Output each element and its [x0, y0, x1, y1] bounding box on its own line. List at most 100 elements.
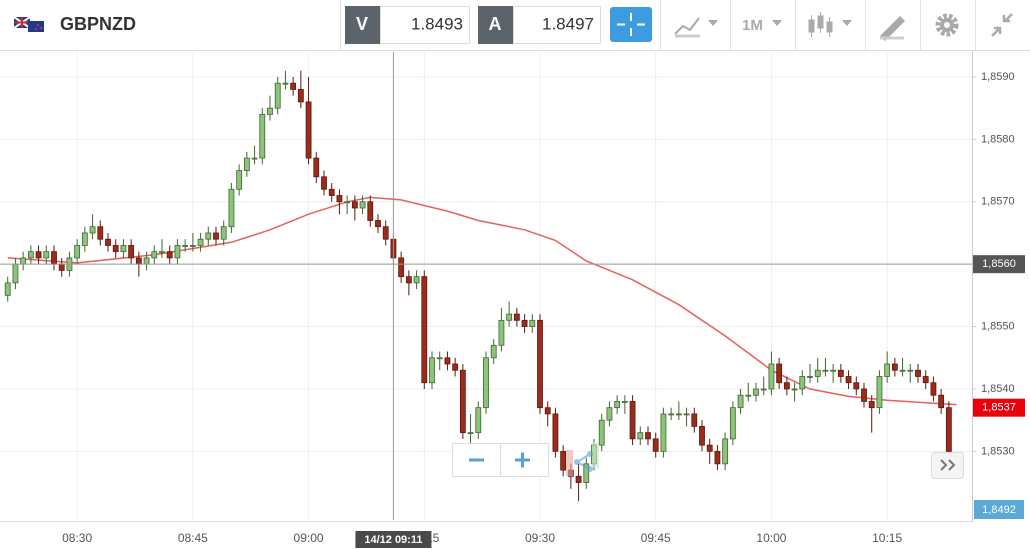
candle-body — [174, 245, 181, 259]
candle-body — [112, 245, 119, 253]
candle-body — [822, 369, 829, 372]
candle-style-button[interactable] — [808, 12, 852, 37]
crosshair-button[interactable] — [610, 7, 652, 42]
candle-body — [344, 201, 351, 204]
candle-body — [313, 157, 320, 178]
candle-body — [166, 251, 173, 259]
candle-body — [375, 220, 381, 228]
candle-body — [714, 450, 721, 465]
candle-body — [706, 444, 713, 452]
candle-body — [74, 245, 81, 259]
y-tick-label: 1,8550 — [981, 320, 1015, 332]
candle-body — [251, 157, 258, 160]
candle-body — [259, 114, 266, 159]
candle-body — [537, 319, 543, 409]
candle-body — [267, 107, 273, 115]
candle-body — [783, 382, 790, 390]
timeframe[interactable]: 1M — [742, 17, 763, 34]
candle-body — [506, 313, 513, 321]
bid-field — [380, 6, 470, 44]
candle-body — [297, 89, 304, 103]
candle-body — [598, 419, 605, 446]
crosshair-price-label: 1,8560 — [982, 258, 1016, 270]
candle-body — [652, 438, 659, 452]
candle-body — [606, 407, 613, 421]
candle-body — [189, 245, 196, 247]
candle-body — [135, 257, 142, 265]
crosshair-time-box — [355, 531, 432, 548]
candle-body — [560, 450, 567, 471]
candle-body — [151, 251, 158, 259]
share-button[interactable] — [566, 442, 599, 476]
candle-body — [737, 394, 744, 409]
candle-body — [768, 363, 775, 390]
candle-body — [760, 388, 767, 391]
candle-body — [675, 413, 682, 416]
candle-body — [645, 432, 651, 440]
candle-body — [290, 82, 297, 90]
candle-body — [814, 369, 821, 377]
x-tick-label: 10:00 — [756, 531, 786, 545]
candle-body — [552, 413, 559, 452]
candle-body — [20, 257, 27, 265]
candle-body — [660, 413, 667, 452]
collapse-button[interactable] — [991, 13, 1013, 37]
y-tick-label: 1,8570 — [981, 196, 1015, 208]
candle-body — [845, 376, 852, 384]
x-tick-label: 10:15 — [872, 531, 902, 545]
candle-body — [668, 413, 675, 416]
candle-body — [729, 407, 736, 440]
candle-body — [938, 394, 945, 409]
draw-button[interactable] — [880, 16, 905, 41]
candle-body — [321, 176, 327, 190]
y-tick-label: 1,8590 — [981, 71, 1015, 83]
candle-body — [89, 226, 96, 234]
candle-body — [483, 357, 489, 409]
scroll-end-button[interactable] — [931, 452, 964, 479]
zoom-in[interactable] — [515, 452, 530, 468]
candle-body — [81, 232, 88, 246]
candle-body — [405, 276, 412, 284]
candle-body — [35, 251, 42, 259]
crosshair-price-box — [973, 255, 1025, 274]
candle-body — [776, 363, 783, 384]
candle-body — [544, 407, 551, 415]
candle-body — [182, 245, 189, 247]
candle-body — [861, 388, 867, 402]
candle-body — [945, 407, 952, 452]
candle-body — [429, 357, 435, 384]
settings-button[interactable] — [935, 13, 959, 37]
ask-field — [513, 6, 601, 44]
ask-label: A — [489, 14, 502, 34]
bid-label: V — [356, 14, 368, 34]
ask-badge — [478, 6, 513, 44]
candle-body — [807, 376, 813, 378]
x-tick-label: 08:30 — [62, 531, 92, 545]
plot: 1,8530 1,8540 1,8550 1,8560 1,8570 1,8580 1,85… — [0, 52, 1025, 548]
candle-body — [220, 226, 227, 240]
x-tick-label: 09:30 — [525, 531, 555, 545]
current-price-label: 1,8537 — [982, 402, 1016, 414]
candle-body — [691, 413, 698, 427]
candle-body — [243, 157, 250, 171]
chart-type-button[interactable] — [674, 17, 718, 38]
candle-body — [51, 251, 57, 265]
candle-body — [105, 238, 111, 246]
moving-average — [7, 196, 957, 406]
candle-body — [444, 357, 451, 365]
candle-body — [899, 369, 906, 372]
candle-body — [305, 101, 312, 159]
candle-body — [868, 401, 875, 409]
candle-body — [328, 188, 335, 196]
candle-body — [228, 188, 235, 228]
candle-body — [467, 432, 474, 435]
x-tick-label: 09:00 — [294, 531, 324, 545]
flag — [13, 16, 44, 32]
candle-body — [699, 425, 705, 446]
bid-price: 1.8493 — [411, 14, 463, 33]
candle-body — [799, 376, 806, 390]
candle-body — [837, 369, 844, 377]
timeframe-caret — [772, 20, 782, 26]
